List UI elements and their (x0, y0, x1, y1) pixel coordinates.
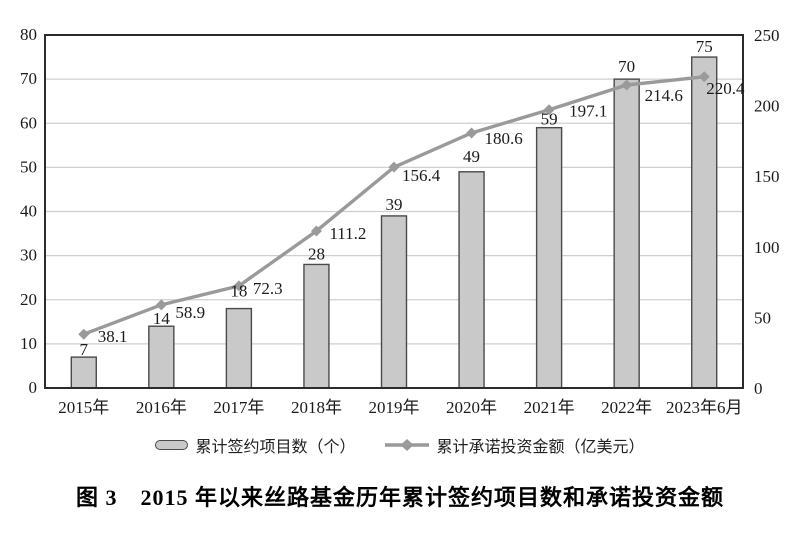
bar-2020年 (458, 171, 485, 389)
left-axis-tick-label: 30 (20, 246, 37, 265)
left-axis-tick-label: 0 (29, 378, 38, 397)
right-axis-tick-label: 0 (754, 379, 763, 398)
diamond-marker (310, 225, 322, 237)
x-axis-label: 2019年 (369, 398, 420, 417)
x-axis-label: 2015年 (58, 398, 109, 417)
plot-border (44, 34, 744, 389)
bar-2017年 (225, 307, 253, 389)
line-value-label: 38.1 (98, 327, 128, 346)
line-value-label: 220.4 (706, 79, 745, 98)
left-axis-tick-label: 40 (20, 202, 37, 221)
diamond-marker (466, 127, 478, 139)
line-value-label: 111.2 (329, 224, 366, 243)
bar-2023年6月 (691, 56, 718, 389)
x-axis-label: 2023年6月 (666, 398, 743, 417)
bar-value-label: 70 (618, 57, 635, 76)
x-axis-label: 2018年 (291, 398, 342, 417)
diamond-marker (233, 280, 245, 292)
right-axis-tick-label: 50 (754, 308, 771, 327)
bar-value-label: 18 (230, 282, 247, 301)
diamond-marker (621, 79, 633, 91)
legend-item-projects: 累计签约项目数（个） (155, 433, 356, 457)
line-value-label: 72.3 (253, 279, 283, 298)
line-value-label: 214.6 (645, 86, 683, 105)
right-axis-tick-label: 250 (754, 26, 780, 45)
bar-value-label: 28 (308, 244, 325, 263)
diamond-marker (543, 104, 555, 116)
x-axis-label: 2017年 (213, 398, 264, 417)
line-value-label: 58.9 (175, 303, 205, 322)
line-value-label: 197.1 (569, 102, 607, 121)
left-axis-tick-label: 80 (20, 25, 37, 44)
bar-2019年 (380, 215, 408, 389)
right-axis-tick-label: 150 (754, 167, 780, 186)
left-axis-tick-label: 70 (20, 69, 37, 88)
bar-value-label: 39 (386, 195, 403, 214)
right-axis-tick-label: 100 (754, 238, 780, 257)
right-axis-tick-label: 200 (754, 97, 780, 116)
bar-value-label: 59 (541, 110, 558, 129)
legend-label-projects: 累计签约项目数（个） (195, 439, 356, 456)
bar-2015年 (70, 356, 97, 389)
x-axis-label: 2020年 (446, 398, 497, 417)
left-axis-tick-label: 60 (20, 113, 37, 132)
diamond-marker (155, 299, 167, 311)
chart-legend: 累计签约项目数（个） 累计承诺投资金额（亿美元） (0, 433, 800, 457)
bar-value-label: 49 (463, 147, 480, 166)
left-axis-tick-label: 20 (20, 290, 37, 309)
bar-2018年 (303, 263, 330, 389)
bar-2021年 (535, 126, 563, 389)
x-axis-label: 2016年 (136, 398, 187, 417)
x-axis-label: 2022年 (601, 398, 652, 417)
line-series-swatch (384, 439, 429, 451)
line-value-label: 156.4 (402, 166, 441, 185)
bar-2022年 (613, 78, 640, 389)
line-value-label: 180.6 (485, 129, 523, 148)
bar-value-label: 7 (80, 340, 89, 359)
x-axis-label: 2021年 (524, 398, 575, 417)
combo-chart: 7 14 18 28 39 49 59 70 75 38.1 58.9 72.3 111.2 156.4 1… (20, 25, 780, 417)
diamond-marker (78, 328, 90, 340)
diamond-marker (388, 161, 400, 173)
figure-caption: 图 3 2015 年以来丝路基金历年累计签约项目数和承诺投资金额 (75, 485, 724, 510)
legend-diamond-icon (400, 439, 413, 451)
bar-series-swatch (155, 440, 189, 450)
bar-value-label: 14 (153, 309, 171, 328)
legend-item-investment: 累计承诺投资金额（亿美元） (384, 433, 645, 457)
legend-label-investment: 累计承诺投资金额（亿美元） (436, 439, 645, 456)
diamond-marker (698, 71, 710, 83)
left-axis-tick-label: 50 (20, 157, 37, 176)
left-axis-tick-label: 10 (20, 334, 37, 353)
bar-2016年 (148, 325, 175, 389)
bar-value-label: 75 (696, 37, 713, 56)
